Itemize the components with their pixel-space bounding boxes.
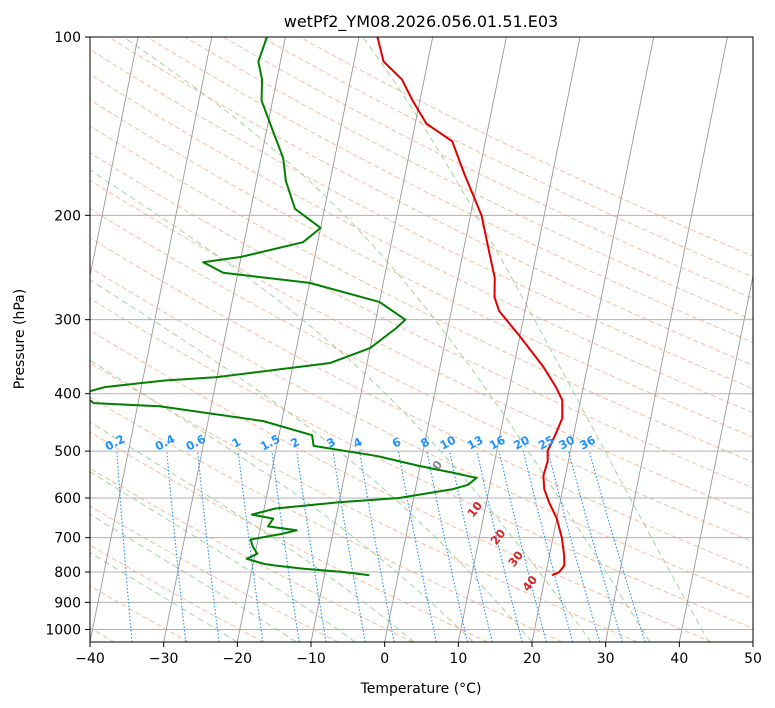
dry-adiabat-line bbox=[90, 396, 563, 642]
dry-adiabat-line bbox=[146, 37, 753, 344]
mixing-ratio-line bbox=[426, 450, 469, 642]
isotherm-line bbox=[457, 37, 581, 642]
x-tick-label: 50 bbox=[744, 651, 762, 667]
plot-area: 0.10.20.40.611.52346810131620253036-100-… bbox=[90, 37, 753, 642]
x-axis-label: Temperature (°C) bbox=[360, 681, 482, 697]
x-tick-label: −10 bbox=[296, 651, 326, 667]
dry-adiabat-line bbox=[90, 237, 753, 571]
moist-adiabat-line bbox=[123, 37, 651, 642]
y-axis-ticks: 100 200 300 400 500 600 700 800 900 1000 bbox=[45, 30, 90, 638]
mixing-ratio-label: 10 bbox=[437, 433, 458, 453]
y-tick-label: 300 bbox=[54, 313, 81, 329]
mixing-ratio-line bbox=[588, 450, 646, 642]
y-tick-label: 800 bbox=[54, 565, 81, 581]
dry-adiabat-line bbox=[90, 362, 638, 642]
mixing-ratio-label: 25 bbox=[536, 433, 557, 453]
moist-adiabat-line bbox=[90, 359, 474, 642]
x-tick-label: 0 bbox=[380, 651, 389, 667]
isotherm-line bbox=[605, 37, 728, 642]
mixing-ratio-line bbox=[522, 450, 574, 642]
mixing-ratio-label: 36 bbox=[577, 433, 598, 453]
isotherm-line bbox=[531, 37, 655, 642]
moist-adiabat-line bbox=[90, 279, 533, 642]
y-axis-label: Pressure (hPa) bbox=[12, 289, 28, 389]
mixing-ratio-line bbox=[498, 450, 547, 642]
dry-adiabat-line bbox=[90, 179, 753, 516]
y-tick-label: 200 bbox=[54, 208, 81, 224]
mixing-ratio-lines bbox=[116, 450, 646, 642]
y-tick-label: 500 bbox=[54, 444, 81, 460]
y-tick-label: 900 bbox=[54, 595, 81, 611]
temperature-profile-line bbox=[376, 37, 566, 577]
dry-adiabat-line bbox=[90, 431, 488, 642]
x-tick-label: 40 bbox=[670, 651, 688, 667]
isotherm-line bbox=[90, 37, 213, 642]
sounding-profiles bbox=[90, 37, 566, 577]
isotherm-line bbox=[236, 37, 360, 642]
x-tick-label: 20 bbox=[523, 651, 541, 667]
isotherm-line bbox=[678, 273, 753, 642]
x-tick-label: −30 bbox=[149, 651, 179, 667]
isotherm-line bbox=[90, 37, 139, 279]
dry-adiabat-line bbox=[90, 125, 753, 463]
dry-adiabat-line bbox=[90, 152, 753, 489]
moist-adiabat-line bbox=[90, 169, 592, 642]
x-tick-label: −40 bbox=[75, 651, 105, 667]
mixing-ratio-line bbox=[476, 450, 523, 642]
mixing-ratio-line bbox=[568, 450, 623, 642]
x-tick-label: 10 bbox=[449, 651, 467, 667]
mixing-ratio-line bbox=[547, 450, 601, 642]
dry-adiabat-line bbox=[90, 329, 712, 642]
dry-adiabat-line bbox=[90, 267, 753, 600]
isotherm-line bbox=[384, 37, 507, 642]
mixing-ratio-line bbox=[116, 451, 133, 642]
y-tick-label: 700 bbox=[54, 531, 81, 547]
isotherms bbox=[90, 37, 753, 642]
y-tick-label: 600 bbox=[54, 491, 81, 507]
x-tick-label: 30 bbox=[597, 651, 615, 667]
pressure-gridlines bbox=[90, 37, 753, 630]
dry-adiabat-line bbox=[108, 37, 753, 366]
mixing-ratio-label: 13 bbox=[465, 433, 486, 453]
dry-adiabat-line bbox=[90, 544, 264, 642]
mixing-ratio-label: 20 bbox=[511, 433, 532, 453]
mixing-ratio-label: 30 bbox=[556, 433, 577, 453]
mixing-ratio-label: 16 bbox=[487, 433, 508, 453]
dry-adiabat-line bbox=[222, 37, 753, 299]
x-axis-ticks: −40 −30 −20 −10 0 10 20 30 40 50 bbox=[75, 642, 762, 667]
mixing-ratio-line bbox=[449, 450, 493, 642]
chart-title: wetPf2_YM08.2026.056.01.51.E03 bbox=[284, 12, 558, 32]
y-tick-label: 400 bbox=[54, 387, 81, 403]
isotherm-line bbox=[163, 37, 286, 642]
moist-adiabat-line bbox=[90, 471, 356, 642]
dry-adiabat-line bbox=[184, 37, 753, 321]
isotherm-line bbox=[310, 37, 434, 642]
mixing-ratio-line bbox=[397, 451, 437, 642]
plot-frame bbox=[89, 36, 754, 643]
y-tick-label: 1000 bbox=[45, 622, 81, 638]
y-tick-label: 100 bbox=[54, 30, 81, 46]
moist-adiabat-line bbox=[90, 552, 238, 642]
dewpoint-profile-line bbox=[90, 37, 478, 577]
mixing-ratio-line bbox=[166, 451, 187, 642]
x-tick-label: −20 bbox=[223, 651, 253, 667]
